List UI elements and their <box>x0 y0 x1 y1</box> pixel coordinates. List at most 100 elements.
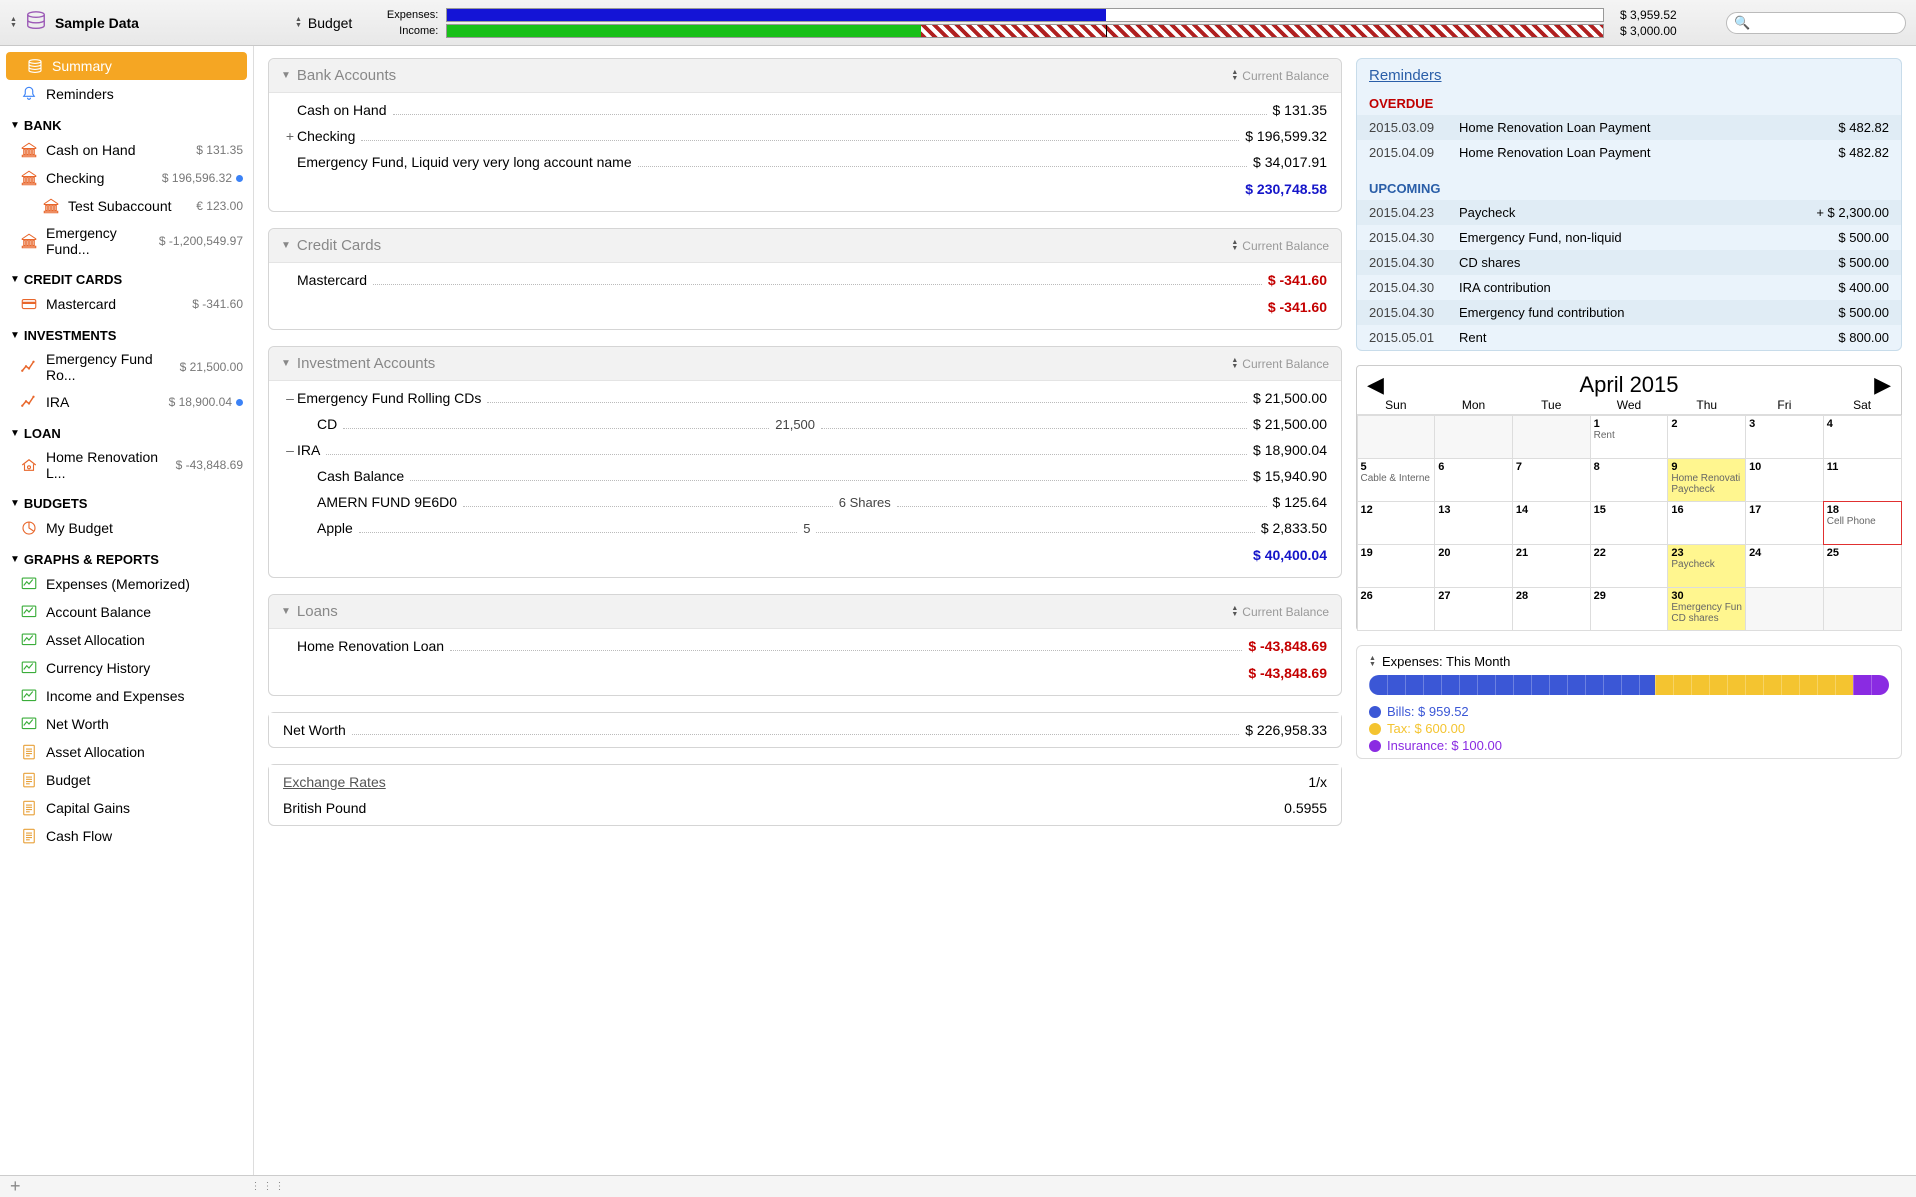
sidebar-item[interactable]: Cash Flow <box>0 822 253 850</box>
legend-item: Insurance: $ 100.00 <box>1369 737 1889 754</box>
sidebar-item[interactable]: Budget <box>0 766 253 794</box>
cal-day[interactable] <box>1512 415 1591 459</box>
reminders-title[interactable]: Reminders <box>1357 59 1901 92</box>
sidebar-item[interactable]: Emergency Fund Ro... $ 21,500.00 <box>0 346 253 388</box>
account-row[interactable]: – Emergency Fund Rolling CDs $ 21,500.00 <box>269 385 1341 411</box>
add-button[interactable]: + <box>10 1176 21 1197</box>
cal-day[interactable]: 5 Cable & Interne <box>1357 458 1436 502</box>
sidebar-item[interactable]: Cash on Hand $ 131.35 <box>0 136 253 164</box>
cal-day[interactable]: 24 <box>1745 544 1824 588</box>
cal-day[interactable]: 4 <box>1823 415 1902 459</box>
cal-day[interactable]: 9 Home RenovatiPaycheck <box>1667 458 1746 502</box>
cal-day[interactable]: 8 <box>1590 458 1669 502</box>
cal-day[interactable]: 16 <box>1667 501 1746 545</box>
sidebar-item[interactable]: Capital Gains <box>0 794 253 822</box>
reminder-row[interactable]: 2015.04.30IRA contribution$ 400.00 <box>1357 275 1901 300</box>
balance-selector[interactable]: ▲▼ Current Balance <box>1231 605 1329 619</box>
sidebar-item[interactable]: Asset Allocation <box>0 738 253 766</box>
sidebar-item[interactable]: Currency History <box>0 654 253 682</box>
reminder-row[interactable]: 2015.04.30Emergency Fund, non-liquid$ 50… <box>1357 225 1901 250</box>
panel-header[interactable]: ▼ Loans ▲▼ Current Balance <box>269 595 1341 629</box>
reminder-row[interactable]: 2015.04.23Paycheck+ $ 2,300.00 <box>1357 200 1901 225</box>
sidebar-item[interactable]: Income and Expenses <box>0 682 253 710</box>
sidebar-item[interactable]: Test Subaccount € 123.00 <box>0 192 253 220</box>
cal-day[interactable]: 28 <box>1512 587 1591 631</box>
cal-day[interactable]: 12 <box>1357 501 1436 545</box>
cal-day[interactable]: 3 <box>1745 415 1824 459</box>
cal-day[interactable]: 20 <box>1434 544 1513 588</box>
reminder-row[interactable]: 2015.04.30Emergency fund contribution$ 5… <box>1357 300 1901 325</box>
cal-day[interactable]: 26 <box>1357 587 1436 631</box>
sidebar-item[interactable]: Home Renovation L... $ -43,848.69 <box>0 444 253 486</box>
cal-day[interactable]: 14 <box>1512 501 1591 545</box>
resize-handle[interactable]: ⋮⋮⋮ <box>251 1181 287 1192</box>
sidebar-section-header[interactable]: ▼BANK <box>0 108 253 136</box>
cal-prev-button[interactable]: ◀ <box>1367 372 1384 398</box>
reminder-row[interactable]: 2015.05.01Rent$ 800.00 <box>1357 325 1901 350</box>
search-input[interactable] <box>1726 12 1906 34</box>
cal-day[interactable]: 22 <box>1590 544 1669 588</box>
account-row[interactable]: CD 21,500 $ 21,500.00 <box>269 411 1341 437</box>
account-row[interactable]: Mastercard $ -341.60 <box>269 267 1341 293</box>
sidebar-item[interactable]: IRA $ 18,900.04 <box>0 388 253 416</box>
cal-day[interactable]: 10 <box>1745 458 1824 502</box>
sidebar-item-summary[interactable]: Summary <box>6 52 247 80</box>
cal-day[interactable]: 18 Cell Phone <box>1823 501 1902 545</box>
cal-day[interactable] <box>1823 587 1902 631</box>
sidebar-item[interactable]: Expenses (Memorized) <box>0 570 253 598</box>
panel-header[interactable]: ▼ Bank Accounts ▲▼ Current Balance <box>269 59 1341 93</box>
cal-next-button[interactable]: ▶ <box>1874 372 1891 398</box>
balance-selector[interactable]: ▲▼ Current Balance <box>1231 69 1329 83</box>
cal-day[interactable] <box>1357 415 1436 459</box>
cal-day[interactable]: 23 Paycheck <box>1667 544 1746 588</box>
reminder-row[interactable]: 2015.03.09Home Renovation Loan Payment$ … <box>1357 115 1901 140</box>
reminder-row[interactable]: 2015.04.09Home Renovation Loan Payment$ … <box>1357 140 1901 165</box>
cal-day[interactable]: 21 <box>1512 544 1591 588</box>
sidebar-item-reminders[interactable]: Reminders <box>0 80 253 108</box>
cal-day[interactable]: 2 <box>1667 415 1746 459</box>
cal-day[interactable]: 7 <box>1512 458 1591 502</box>
sidebar-item[interactable]: Account Balance <box>0 598 253 626</box>
cal-day[interactable]: 27 <box>1434 587 1513 631</box>
account-row[interactable]: Home Renovation Loan $ -43,848.69 <box>269 633 1341 659</box>
expenses-chart-header[interactable]: ▲▼Expenses: This Month <box>1369 654 1889 669</box>
sidebar-item[interactable]: Asset Allocation <box>0 626 253 654</box>
sidebar-item[interactable]: Mastercard $ -341.60 <box>0 290 253 318</box>
balance-selector[interactable]: ▲▼ Current Balance <box>1231 239 1329 253</box>
cal-day[interactable] <box>1745 587 1824 631</box>
sidebar-section-header[interactable]: ▼INVESTMENTS <box>0 318 253 346</box>
cal-day[interactable]: 11 <box>1823 458 1902 502</box>
cal-day[interactable]: 13 <box>1434 501 1513 545</box>
reminder-row[interactable]: 2015.04.30CD shares$ 500.00 <box>1357 250 1901 275</box>
cal-day[interactable]: 30 Emergency FunCD shares <box>1667 587 1746 631</box>
account-row[interactable]: – IRA $ 18,900.04 <box>269 437 1341 463</box>
sidebar-item[interactable]: Checking $ 196,596.32 <box>0 164 253 192</box>
sidebar-item[interactable]: My Budget <box>0 514 253 542</box>
panel-header[interactable]: ▼ Investment Accounts ▲▼ Current Balance <box>269 347 1341 381</box>
balance-selector[interactable]: ▲▼ Current Balance <box>1231 357 1329 371</box>
sidebar-item[interactable]: Emergency Fund... $ -1,200,549.97 <box>0 220 253 262</box>
account-row[interactable]: Apple 5 $ 2,833.50 <box>269 515 1341 541</box>
datasource-selector[interactable]: ▲▼ Sample Data <box>10 10 139 35</box>
exchange-header[interactable]: Exchange Rates 1/x <box>269 769 1341 795</box>
account-row[interactable]: Cash on Hand $ 131.35 <box>269 97 1341 123</box>
cal-day[interactable]: 15 <box>1590 501 1669 545</box>
panel-header[interactable]: ▼ Credit Cards ▲▼ Current Balance <box>269 229 1341 263</box>
cal-day[interactable]: 19 <box>1357 544 1436 588</box>
account-row[interactable]: Cash Balance $ 15,940.90 <box>269 463 1341 489</box>
cal-day[interactable]: 25 <box>1823 544 1902 588</box>
cal-day[interactable] <box>1434 415 1513 459</box>
cal-day[interactable]: 29 <box>1590 587 1669 631</box>
sidebar-item[interactable]: Net Worth <box>0 710 253 738</box>
cal-day[interactable]: 17 <box>1745 501 1824 545</box>
account-row[interactable]: + Checking $ 196,599.32 <box>269 123 1341 149</box>
cal-day[interactable]: 1 Rent <box>1590 415 1669 459</box>
account-row[interactable]: Emergency Fund, Liquid very very long ac… <box>269 149 1341 175</box>
sidebar-section-header[interactable]: ▼BUDGETS <box>0 486 253 514</box>
sidebar-section-header[interactable]: ▼CREDIT CARDS <box>0 262 253 290</box>
sidebar-section-header[interactable]: ▼GRAPHS & REPORTS <box>0 542 253 570</box>
budget-selector[interactable]: ▲▼ Budget <box>295 15 352 31</box>
sidebar-section-header[interactable]: ▼LOAN <box>0 416 253 444</box>
account-row[interactable]: AMERN FUND 9E6D0 6 Shares $ 125.64 <box>269 489 1341 515</box>
cal-day[interactable]: 6 <box>1434 458 1513 502</box>
